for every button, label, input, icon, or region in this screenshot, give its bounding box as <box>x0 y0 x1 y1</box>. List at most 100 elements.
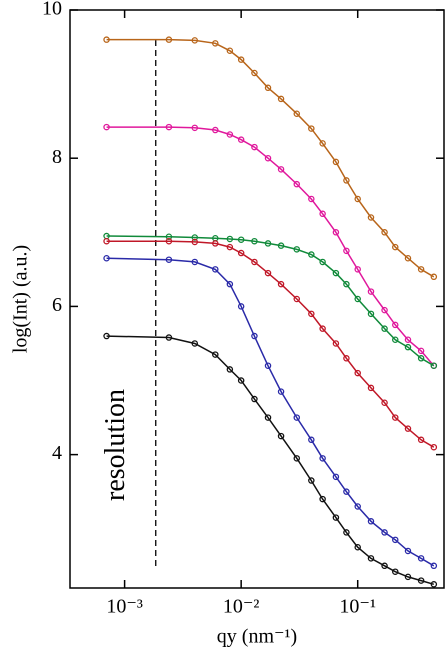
data-point <box>191 340 199 347</box>
data-point <box>264 154 272 162</box>
data-point <box>319 140 326 147</box>
data-point <box>264 84 272 92</box>
data-point <box>417 347 425 355</box>
data-point <box>251 237 258 245</box>
data-point <box>226 131 234 138</box>
data-point <box>264 362 272 369</box>
data-point <box>251 332 258 340</box>
data-point <box>381 529 388 536</box>
data-point <box>308 436 315 444</box>
data-point <box>277 280 285 288</box>
data-point <box>332 158 340 166</box>
data-point <box>430 362 438 369</box>
data-point <box>237 136 245 143</box>
x-tick-label: 10⁻¹ <box>339 596 376 618</box>
data-point <box>212 351 219 358</box>
data-point <box>277 242 285 249</box>
data-point <box>237 303 245 310</box>
data-point <box>293 455 301 462</box>
data-point <box>191 124 199 132</box>
data-point <box>103 237 110 245</box>
data-point <box>343 247 350 255</box>
data-point <box>343 529 350 536</box>
data-point <box>308 125 315 132</box>
data-point <box>404 547 412 555</box>
data-point <box>343 355 350 362</box>
y-tick-label: 4 <box>52 442 62 464</box>
data-point <box>212 40 219 47</box>
y-tick-label: 10 <box>42 0 62 20</box>
data-point <box>343 488 350 495</box>
data-point <box>354 195 361 203</box>
data-point <box>319 325 326 332</box>
data-point <box>165 256 173 263</box>
data-point <box>354 266 361 273</box>
x-tick-label: 10⁻³ <box>106 596 143 618</box>
data-point <box>367 214 375 221</box>
data-point <box>165 334 173 341</box>
data-point <box>381 399 388 406</box>
data-point <box>165 36 173 43</box>
data-point <box>430 562 438 570</box>
data-point <box>381 562 388 570</box>
data-point <box>226 243 234 251</box>
y-tick-label: 8 <box>52 146 62 168</box>
data-point <box>404 343 412 351</box>
data-point <box>212 126 219 134</box>
fit-line <box>106 235 435 367</box>
data-point <box>392 414 399 421</box>
data-point <box>293 110 301 117</box>
plot-frame <box>69 9 445 589</box>
data-point <box>343 177 350 184</box>
data-point <box>392 536 399 544</box>
data-point <box>319 210 326 218</box>
annotation: resolution <box>100 389 131 501</box>
data-point <box>191 234 199 241</box>
data-point <box>103 123 110 131</box>
data-point <box>354 295 361 303</box>
data-point <box>308 195 315 203</box>
data-point <box>430 273 438 281</box>
data-point <box>293 246 301 253</box>
data-point <box>381 325 388 332</box>
data-point <box>404 573 412 581</box>
data-point <box>417 577 425 584</box>
data-point <box>264 414 272 421</box>
data-point <box>417 355 425 362</box>
x-axis-label: qy (nm⁻¹) <box>217 626 297 648</box>
data-point <box>103 254 110 262</box>
fit-line <box>106 335 435 586</box>
data-point <box>277 166 285 173</box>
data-point <box>417 436 425 444</box>
data-point <box>251 69 258 77</box>
data-point <box>212 240 219 247</box>
data-point <box>277 432 285 440</box>
data-point <box>367 555 375 562</box>
data-point <box>417 555 425 562</box>
data-point <box>226 280 234 288</box>
data-point <box>165 237 173 245</box>
data-point <box>430 581 438 588</box>
fit-line <box>106 38 435 278</box>
x-tick-label: 10⁻² <box>223 596 260 618</box>
y-axis-label: log(Int) (a.u.) <box>10 245 32 353</box>
data-point <box>367 288 375 295</box>
data-point <box>392 568 399 575</box>
data-point <box>191 258 199 266</box>
data-point <box>319 455 326 462</box>
data-point <box>343 280 350 288</box>
data-point <box>103 36 110 43</box>
data-point <box>264 240 272 247</box>
data-point <box>332 514 340 521</box>
data-point <box>251 143 258 151</box>
data-point <box>237 377 245 384</box>
data-point <box>332 473 340 481</box>
data-point <box>332 269 340 277</box>
data-point <box>319 258 326 266</box>
data-point <box>191 238 199 246</box>
data-point <box>277 388 285 395</box>
data-point <box>417 266 425 273</box>
data-point <box>251 395 258 403</box>
data-point <box>165 123 173 131</box>
